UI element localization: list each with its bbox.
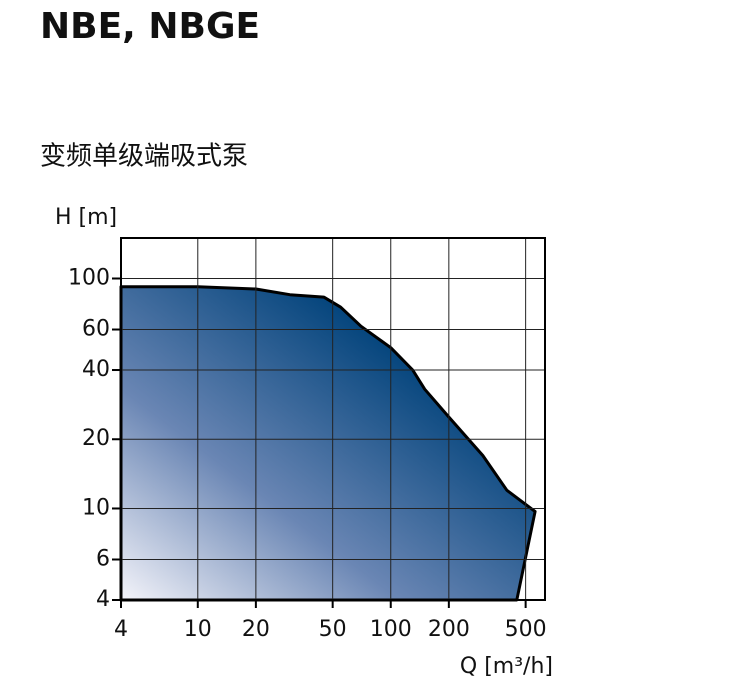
chart-subtitle: 变频单级端吸式泵 [40, 142, 248, 172]
y-tick-label: 40 [82, 357, 110, 382]
x-tick-label: 50 [319, 617, 347, 642]
x-tick-label: 500 [505, 617, 547, 642]
x-tick-label: 20 [242, 617, 270, 642]
y-axis-label: H [m] [55, 205, 117, 230]
x-tick-label: 100 [370, 617, 412, 642]
y-tick-label: 100 [68, 265, 110, 290]
y-tick-label: 4 [96, 587, 110, 612]
x-tick-label: 4 [114, 617, 128, 642]
x-tick-label: 10 [184, 617, 212, 642]
x-tick-label: 200 [428, 617, 470, 642]
area [119, 285, 537, 602]
y-tick-label: 10 [82, 495, 110, 520]
y-tick-label: 20 [82, 426, 110, 451]
x-axis-label: Q [m³/h] [460, 654, 553, 679]
y-tick-label: 60 [82, 317, 110, 342]
chart-title: NBE, NBGE [40, 6, 260, 47]
y-tick-label: 6 [96, 547, 110, 572]
plot-frame [120, 237, 546, 601]
